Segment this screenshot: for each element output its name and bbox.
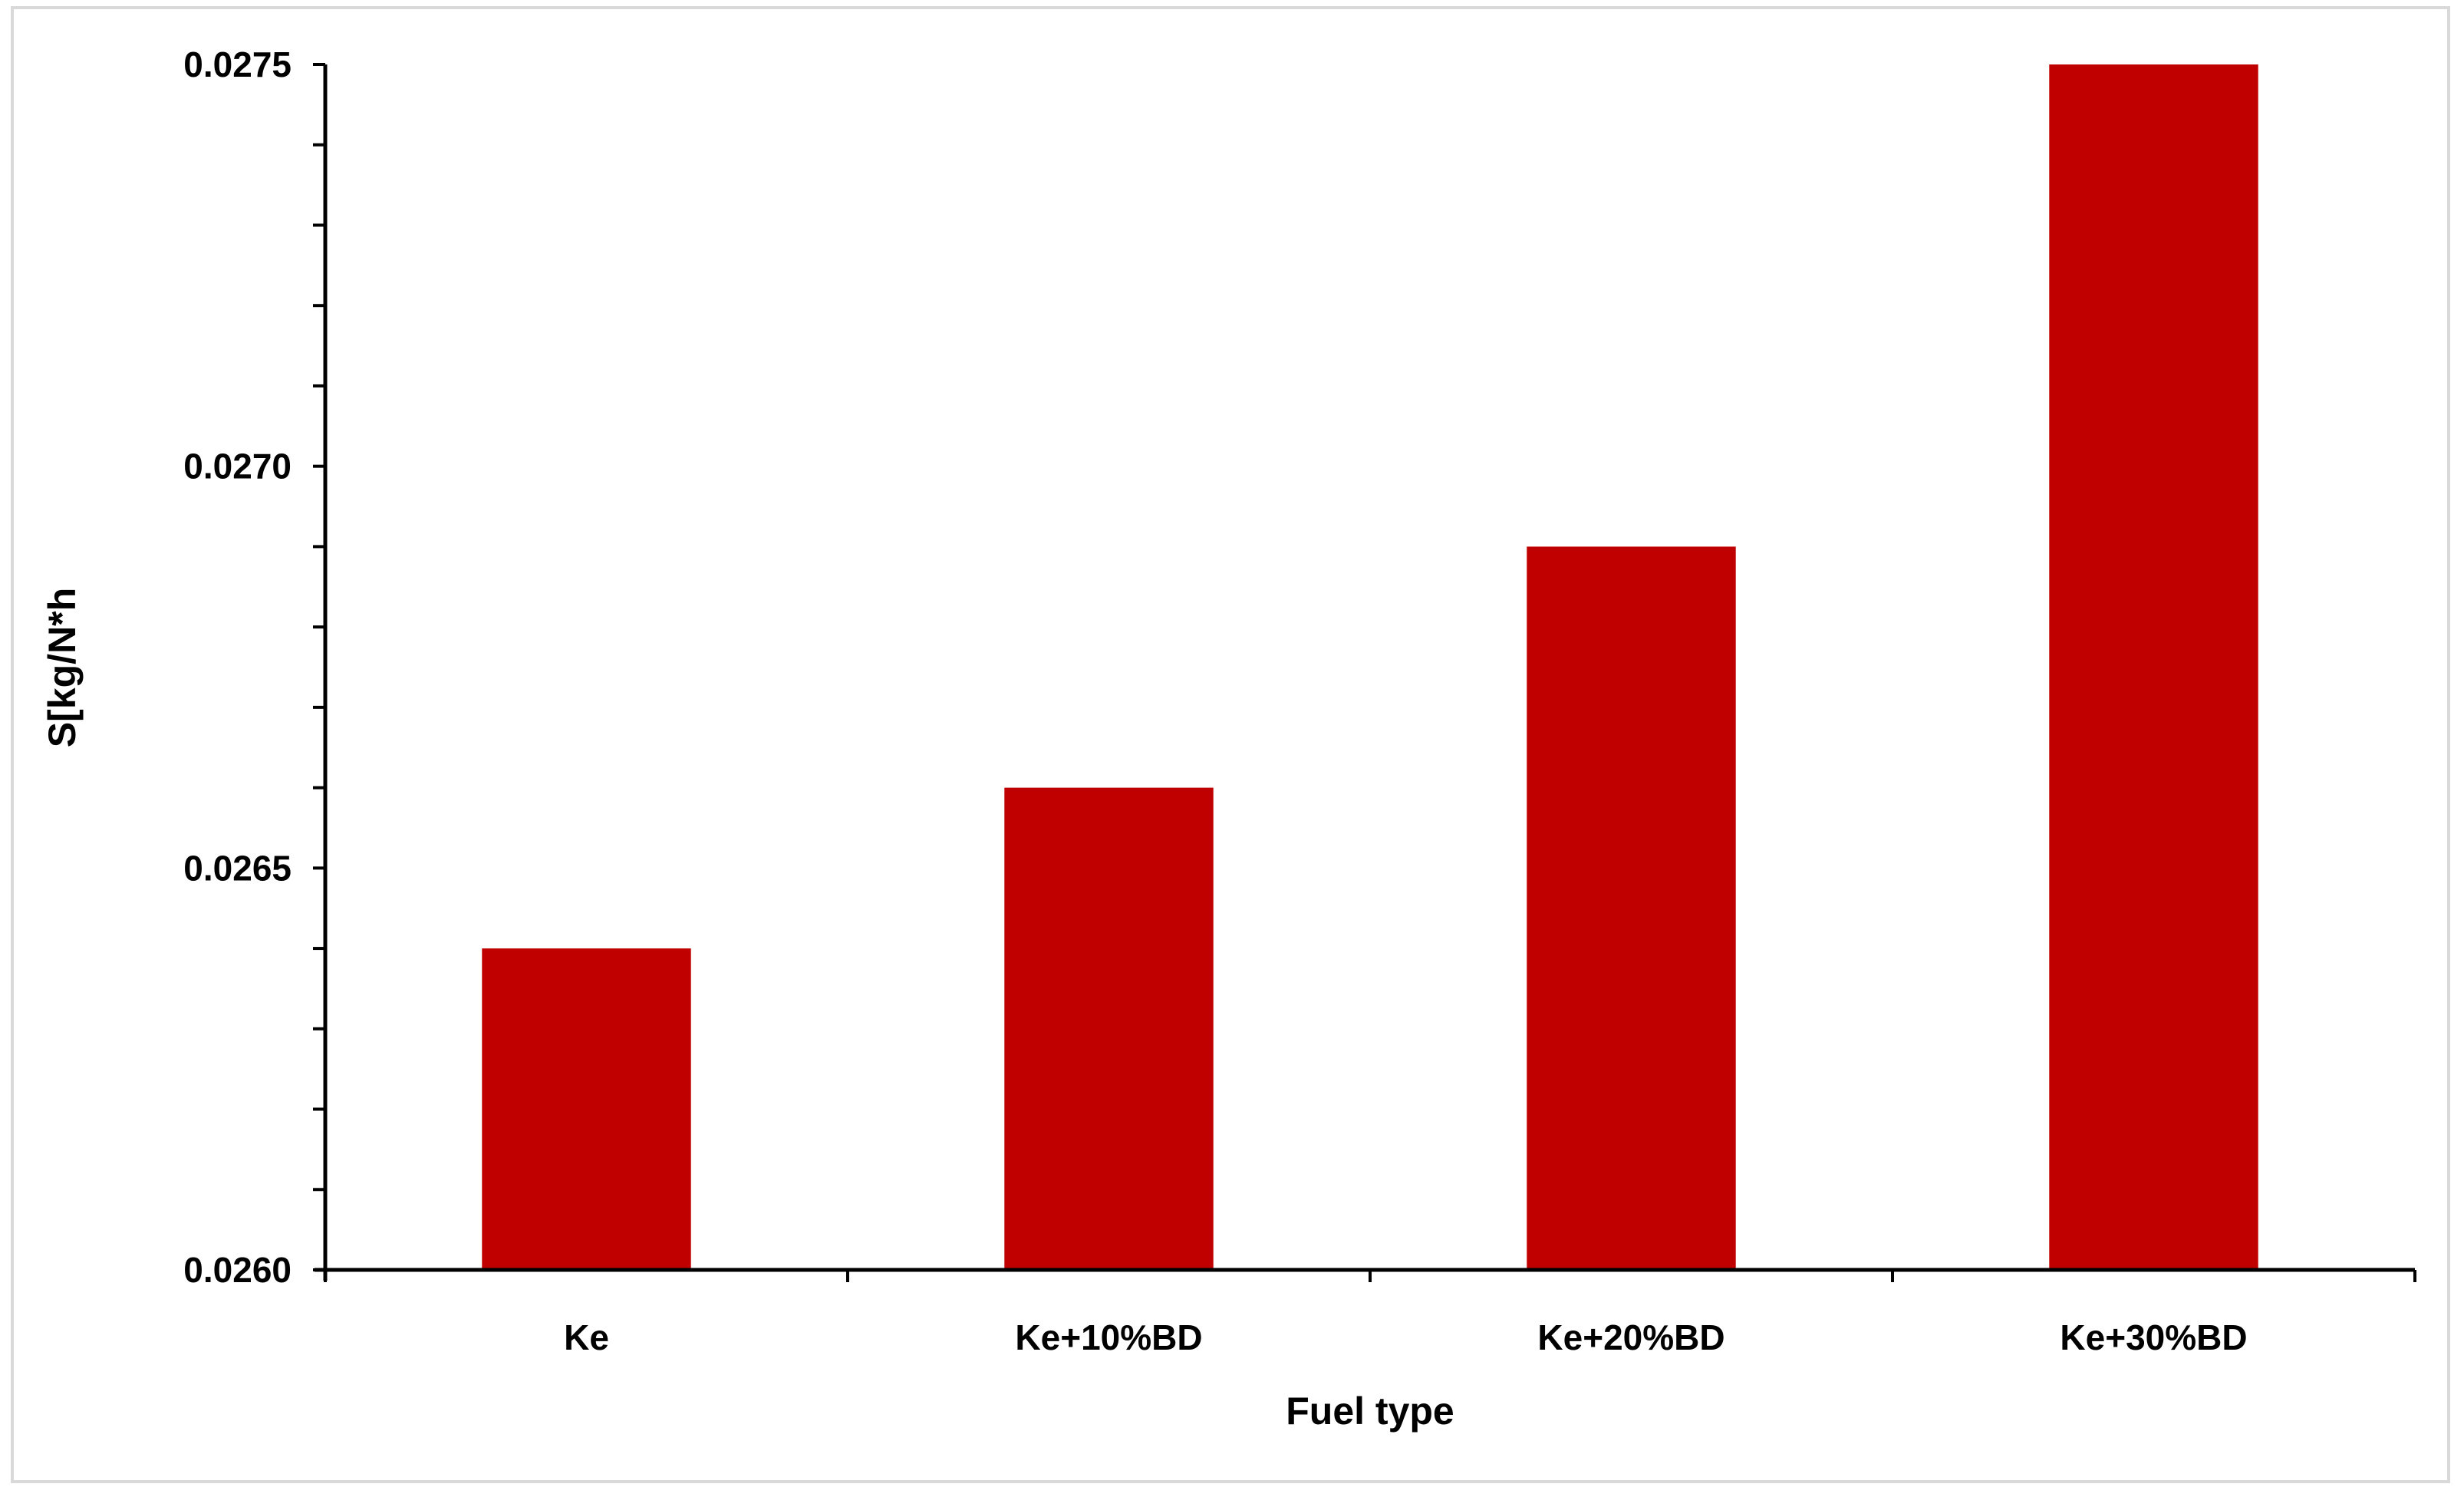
x-tick-label: Ke+20%BD [1537, 1317, 1724, 1357]
x-tick-label: Ke+10%BD [1015, 1317, 1202, 1357]
bar-Ke+10%BD [1004, 787, 1214, 1270]
y-axis-title: S[kg/N*h [41, 588, 84, 747]
x-tick-label: Ke+30%BD [2060, 1317, 2247, 1357]
y-tick-label: 0.0265 [183, 848, 292, 888]
bar-Ke [482, 948, 691, 1270]
chart-frame [11, 6, 2450, 1483]
bar-Ke+30%BD [2049, 64, 2258, 1270]
x-tick-label: Ke [564, 1317, 609, 1357]
bar-Ke+20%BD [1527, 546, 1736, 1270]
y-tick-label: 0.0275 [183, 45, 292, 84]
y-tick-label: 0.0260 [183, 1250, 292, 1290]
x-axis-title: Fuel type [1286, 1390, 1454, 1433]
y-tick-label: 0.0270 [183, 447, 292, 486]
